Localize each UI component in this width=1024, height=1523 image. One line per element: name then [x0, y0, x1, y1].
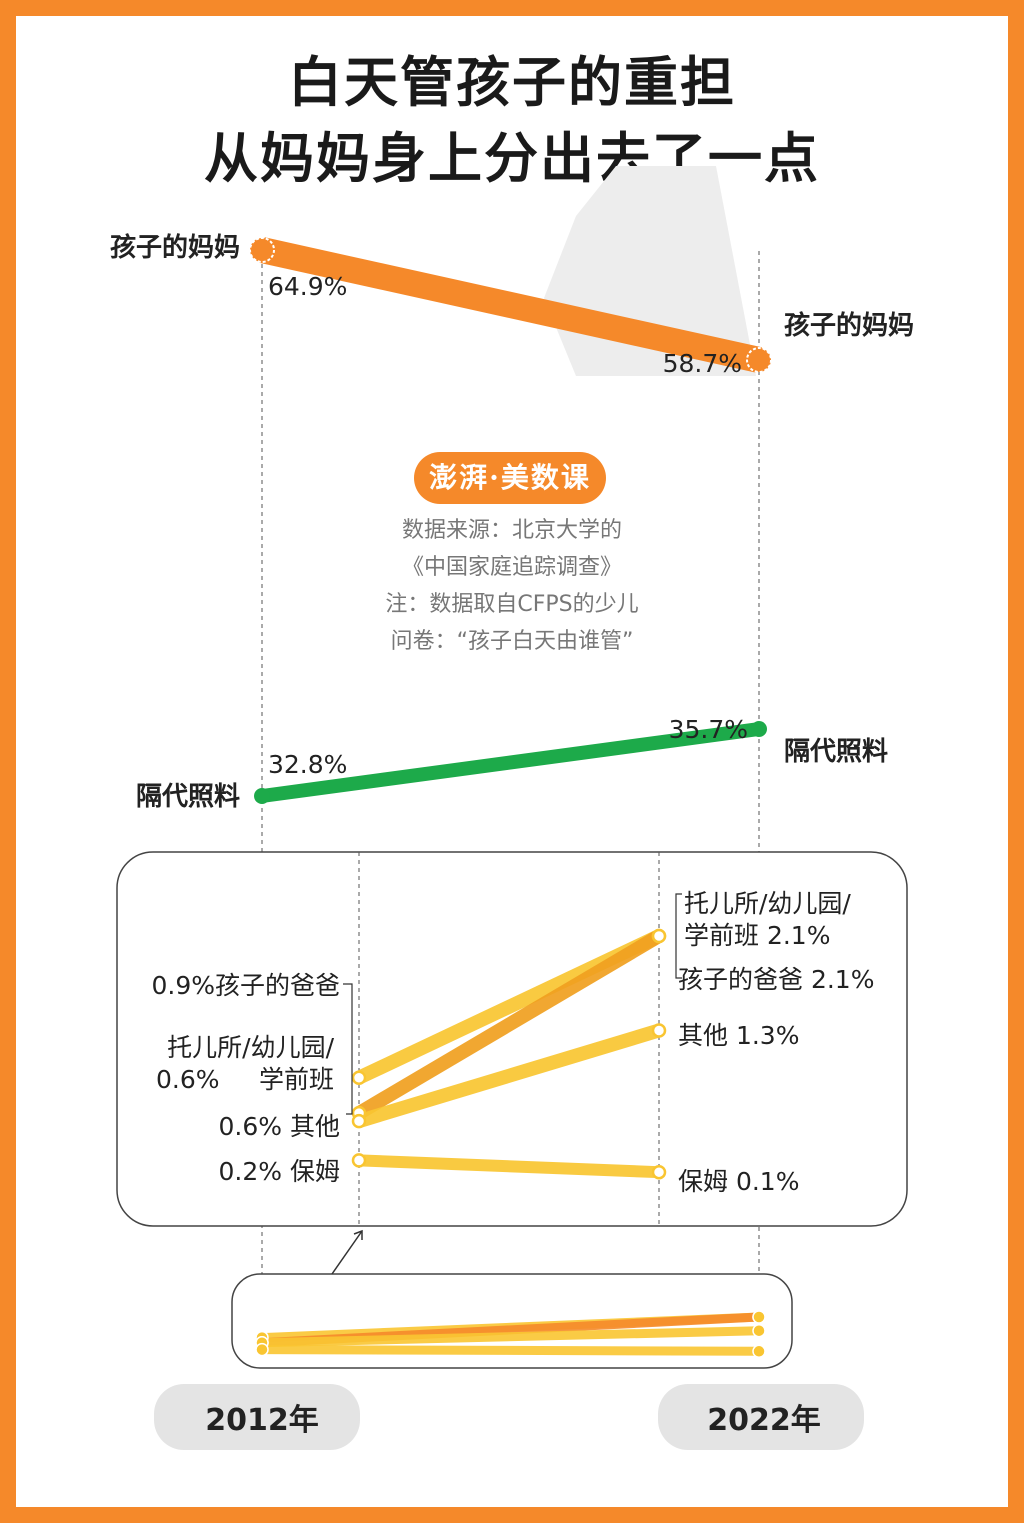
nursery-label-2022-line1: 托儿所/幼儿园/: [684, 889, 851, 918]
zoom-arrow-head: [353, 1229, 363, 1240]
grandparents-line: [261, 722, 760, 803]
mother-value-2022: 58.7%: [663, 349, 742, 378]
other-label-2022: 其他 1.3%: [678, 1021, 799, 1050]
nursery-label-2012-line1: 托儿所/幼儿园/: [167, 1033, 334, 1062]
mother-name-2012: 孩子的妈妈: [110, 232, 240, 263]
grandparents-dot-2022: [751, 721, 767, 737]
year-label-2012: 2012年: [205, 1403, 319, 1438]
zoom-dot-2022-4: [651, 1164, 667, 1180]
source-line-3: 注：数据取自CFPS的少儿: [385, 592, 639, 617]
mother-dot-2012: [249, 237, 275, 263]
nursery-label-2022-line2: 学前班 2.1%: [684, 921, 830, 950]
other-label-2012: 0.6% 其他: [219, 1112, 340, 1141]
zoom-line-4: [358, 1154, 660, 1179]
father-label-2022: 孩子的爸爸 2.1%: [678, 965, 874, 994]
zoom-line-3: [356, 1023, 662, 1128]
zoom-dot-2012-4: [351, 1153, 367, 1168]
grandparents-dot-2012: [254, 788, 270, 804]
zoom-line-2: [355, 929, 663, 1120]
overview-dot-2012-4: [255, 1342, 269, 1357]
right-bracket: [675, 893, 682, 979]
source-line-2: 《中国家庭追踪调查》: [401, 555, 622, 580]
zoom-arrow: [331, 1230, 363, 1275]
nursery-label-2012-value: 0.6%: [156, 1065, 220, 1094]
overview-dot-2022-4: [752, 1344, 766, 1359]
zoom-panel: [116, 851, 908, 1227]
overview-dot-2022-2: [752, 1310, 766, 1324]
mother-name-2022: 孩子的妈妈: [784, 310, 914, 341]
grandparents-name-2012: 隔代照料: [136, 782, 240, 812]
zoom-dot-2022-2: [651, 928, 667, 944]
year-label-2022: 2022年: [707, 1403, 821, 1438]
overview-line-3: [261, 1326, 760, 1348]
year-badge-2022: [658, 1384, 864, 1450]
source-line-4: 问卷：“孩子白天由谁管”: [390, 629, 634, 654]
overview-line-4: [261, 1345, 760, 1356]
mother-dot-2022: [746, 347, 772, 373]
slope-chart: 孩子的妈妈 64.9% 孩子的妈妈 58.7% 隔代照料 32.8% 隔代照料 35.7% 0.…: [110, 166, 914, 1450]
nanny-label-2012: 0.2% 保姆: [219, 1157, 340, 1186]
mother-value-2012: 64.9%: [268, 272, 347, 301]
infographic-frame: 白天管孩子的重担 从妈妈身上分出去了一点 孩子的妈妈 64.9% 孩子的妈妈 58.7…: [16, 16, 1008, 1507]
overview-dot-2022-3: [752, 1323, 766, 1338]
grandparents-value-2022: 35.7%: [669, 715, 748, 744]
title-line-1: 白天管孩子的重担: [288, 51, 736, 114]
zoom-dot-2012-3: [351, 1113, 367, 1129]
grandparents-name-2022: 隔代照料: [784, 737, 888, 767]
zoom-dot-2012-1: [351, 1070, 367, 1085]
source-line-1: 数据来源：北京大学的: [401, 518, 622, 543]
nanny-label-2022: 保姆 0.1%: [678, 1167, 799, 1196]
nursery-label-2012-line2: 学前班: [259, 1065, 334, 1094]
mother-line: [259, 237, 762, 373]
year-badge-2012: [154, 1384, 360, 1450]
zoom-dot-2022-3: [651, 1023, 667, 1038]
logo: 澎湃·美数课: [414, 452, 606, 504]
father-label-2012: 0.9%孩子的爸爸: [151, 971, 340, 1000]
grandparents-value-2012: 32.8%: [268, 750, 347, 779]
left-bracket: [343, 983, 353, 1115]
